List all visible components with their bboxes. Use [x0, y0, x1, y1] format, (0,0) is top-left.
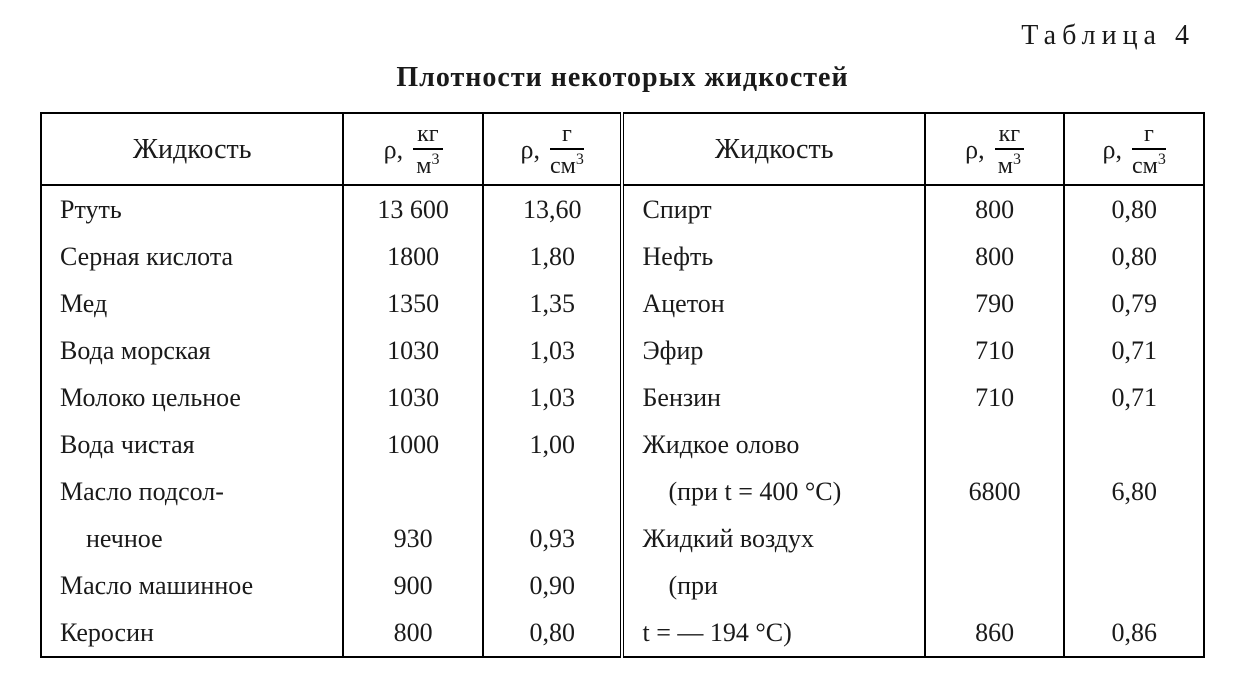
liquid-name: Эфир: [622, 327, 924, 374]
density-g-cm3: 13,60: [483, 185, 623, 233]
page: Таблица 4 Плотности некоторых жидкостей …: [0, 0, 1245, 678]
table-header-row: Жидкость ρ, кг м3 ρ, г: [41, 113, 1204, 185]
density-g-cm3: 1,00: [483, 421, 623, 468]
density-g-cm3: 0,71: [1064, 327, 1204, 374]
table-row: Масло машинное9000,90(при: [41, 562, 1204, 609]
density-kg-m3: [925, 562, 1065, 609]
liquid-name: Нефть: [622, 233, 924, 280]
density-kg-m3: 13 600: [343, 185, 483, 233]
header-liquid-right: Жидкость: [622, 113, 924, 185]
density-table: Жидкость ρ, кг м3 ρ, г: [40, 112, 1205, 658]
density-kg-m3: 710: [925, 374, 1065, 421]
density-g-cm3: 0,80: [1064, 233, 1204, 280]
liquid-name: Вода чистая: [41, 421, 343, 468]
table-row: нечное9300,93Жидкий воздух: [41, 515, 1204, 562]
density-kg-m3: 710: [925, 327, 1065, 374]
density-g-cm3: 1,03: [483, 327, 623, 374]
table-row: Вода морская10301,03Эфир7100,71: [41, 327, 1204, 374]
header-kg-m3-left: ρ, кг м3: [343, 113, 483, 185]
liquid-name: Спирт: [622, 185, 924, 233]
density-g-cm3: 1,80: [483, 233, 623, 280]
liquid-name: Масло машинное: [41, 562, 343, 609]
density-kg-m3: 1800: [343, 233, 483, 280]
density-kg-m3: 1030: [343, 374, 483, 421]
density-g-cm3: [483, 468, 623, 515]
density-kg-m3: [925, 421, 1065, 468]
table-row: Вода чистая10001,00Жидкое олово: [41, 421, 1204, 468]
table-row: Ртуть13 60013,60Спирт8000,80: [41, 185, 1204, 233]
liquid-name: Жидкий воздух: [622, 515, 924, 562]
table-row: Масло подсол- (при t = 400 °С)68006,80: [41, 468, 1204, 515]
table-row: Мед13501,35Ацетон7900,79: [41, 280, 1204, 327]
density-g-cm3: [1064, 562, 1204, 609]
liquid-name: (при t = 400 °С): [622, 468, 924, 515]
density-kg-m3: 790: [925, 280, 1065, 327]
liquid-name: Масло подсол-: [41, 468, 343, 515]
table-number: Таблица 4: [40, 20, 1205, 52]
liquid-name: Жидкое олово: [622, 421, 924, 468]
density-g-cm3: [1064, 515, 1204, 562]
density-g-cm3: 0,79: [1064, 280, 1204, 327]
density-g-cm3: 0,93: [483, 515, 623, 562]
table-title: Плотности некоторых жидкостей: [40, 62, 1205, 94]
table-row: Молоко цельное10301,03Бензин7100,71: [41, 374, 1204, 421]
liquid-name: Серная кислота: [41, 233, 343, 280]
density-g-cm3: 0,90: [483, 562, 623, 609]
density-kg-m3: 1030: [343, 327, 483, 374]
header-g-cm3-right: ρ, г см3: [1064, 113, 1204, 185]
liquid-name: Вода морская: [41, 327, 343, 374]
liquid-name: Ртуть: [41, 185, 343, 233]
liquid-name: Молоко цельное: [41, 374, 343, 421]
density-g-cm3: 1,03: [483, 374, 623, 421]
header-g-cm3-left: ρ, г см3: [483, 113, 623, 185]
density-kg-m3: 1000: [343, 421, 483, 468]
table-body: Ртуть13 60013,60Спирт8000,80Серная кисло…: [41, 185, 1204, 657]
table-row: Серная кислота18001,80Нефть8000,80: [41, 233, 1204, 280]
density-g-cm3: 6,80: [1064, 468, 1204, 515]
density-g-cm3: 1,35: [483, 280, 623, 327]
density-kg-m3: 1350: [343, 280, 483, 327]
density-kg-m3: [925, 515, 1065, 562]
density-kg-m3: 930: [343, 515, 483, 562]
density-kg-m3: 800: [925, 185, 1065, 233]
density-g-cm3: 0,71: [1064, 374, 1204, 421]
header-kg-m3-right: ρ, кг м3: [925, 113, 1065, 185]
liquid-name: Мед: [41, 280, 343, 327]
liquid-name: нечное: [41, 515, 343, 562]
liquid-name: (при: [622, 562, 924, 609]
liquid-name: Ацетон: [622, 280, 924, 327]
density-kg-m3: [343, 468, 483, 515]
liquid-name: Бензин: [622, 374, 924, 421]
density-g-cm3: [1064, 421, 1204, 468]
header-liquid-left: Жидкость: [41, 113, 343, 185]
density-kg-m3: 800: [925, 233, 1065, 280]
density-g-cm3: 0,80: [1064, 185, 1204, 233]
density-kg-m3: 6800: [925, 468, 1065, 515]
density-kg-m3: 900: [343, 562, 483, 609]
